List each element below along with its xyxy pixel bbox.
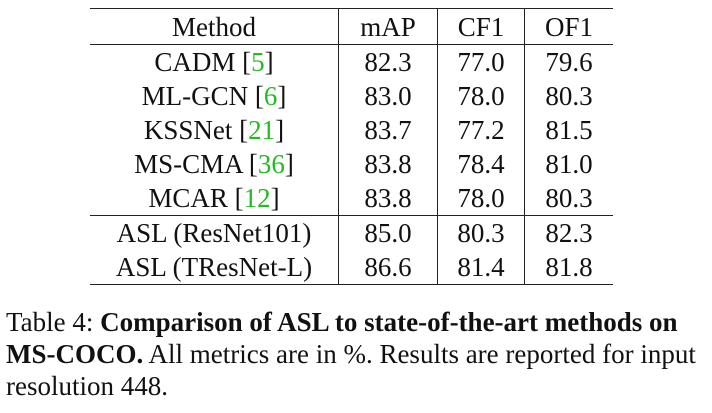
table-row: CADM [5] 82.3 77.0 79.6 [90,44,613,79]
citation-link[interactable]: 21 [248,115,276,145]
map-cell: 85.0 [338,215,438,250]
citation-link[interactable]: 36 [257,149,285,179]
table-row: ASL (TResNet-L) 86.6 81.4 81.8 [90,250,613,285]
method-name: MCAR [148,183,228,213]
table-row: KSSNet [21] 83.7 77.2 81.5 [90,113,613,147]
cf1-cell: 77.0 [437,44,525,79]
citation-link[interactable]: 6 [263,81,278,111]
cf1-cell: 81.4 [437,250,525,285]
of1-cell: 81.8 [524,250,613,285]
map-cell: 83.8 [338,147,438,181]
cf1-cell: 78.0 [437,79,525,113]
of1-cell: 81.0 [524,147,613,181]
header-map: mAP [338,8,438,45]
of1-cell: 81.5 [524,113,613,147]
cf1-cell: 78.0 [437,181,525,216]
caption-bold-text: Comparison of ASL to state-of-the-art me… [6,307,678,369]
caption-label: Table 4: [6,307,94,337]
cf1-cell: 80.3 [437,215,525,250]
map-cell: 86.6 [338,250,438,285]
table-header-row: Method mAP CF1 OF1 [90,8,613,45]
of1-cell: 79.6 [524,44,613,79]
method-cell: ASL (TResNet-L) [90,250,339,285]
table-row: ML-GCN [6] 83.0 78.0 80.3 [90,79,613,113]
of1-cell: 80.3 [524,79,613,113]
header-cf1: CF1 [437,8,525,45]
method-cell: KSSNet [21] [143,115,285,145]
citation-link[interactable]: 12 [243,183,271,213]
header-of1: OF1 [524,8,613,45]
cf1-cell: 77.2 [437,113,525,147]
table-row: MS-CMA [36] 83.8 78.4 81.0 [90,147,613,181]
method-cell: CADM [5] [154,47,274,77]
method-name: KSSNet [143,115,233,145]
map-cell: 83.0 [338,79,438,113]
of1-cell: 82.3 [524,215,613,250]
cf1-cell: 78.4 [437,147,525,181]
method-cell: ML-GCN [6] [141,81,287,111]
caption-text: All metrics are in %. Results are report… [6,339,696,401]
map-cell: 83.8 [338,181,438,216]
method-cell: MCAR [12] [148,183,280,213]
header-method: Method [90,8,339,45]
table-row: MCAR [12] 83.8 78.0 80.3 [90,181,613,216]
results-table: Method mAP CF1 OF1 CADM [5] 82.3 77.0 79… [90,8,613,285]
method-name: ML-GCN [141,81,249,111]
citation-link[interactable]: 5 [251,47,265,77]
method-cell: MS-CMA [36] [134,149,294,179]
of1-cell: 80.3 [524,181,613,216]
map-cell: 83.7 [338,113,438,147]
table-caption: Table 4: Comparison of ASL to state-of-t… [6,306,710,402]
method-name: MS-CMA [134,149,243,179]
map-cell: 82.3 [338,44,438,79]
method-name: CADM [154,47,236,77]
method-cell: ASL (ResNet101) [90,215,339,250]
table-row: ASL (ResNet101) 85.0 80.3 82.3 [90,215,613,250]
